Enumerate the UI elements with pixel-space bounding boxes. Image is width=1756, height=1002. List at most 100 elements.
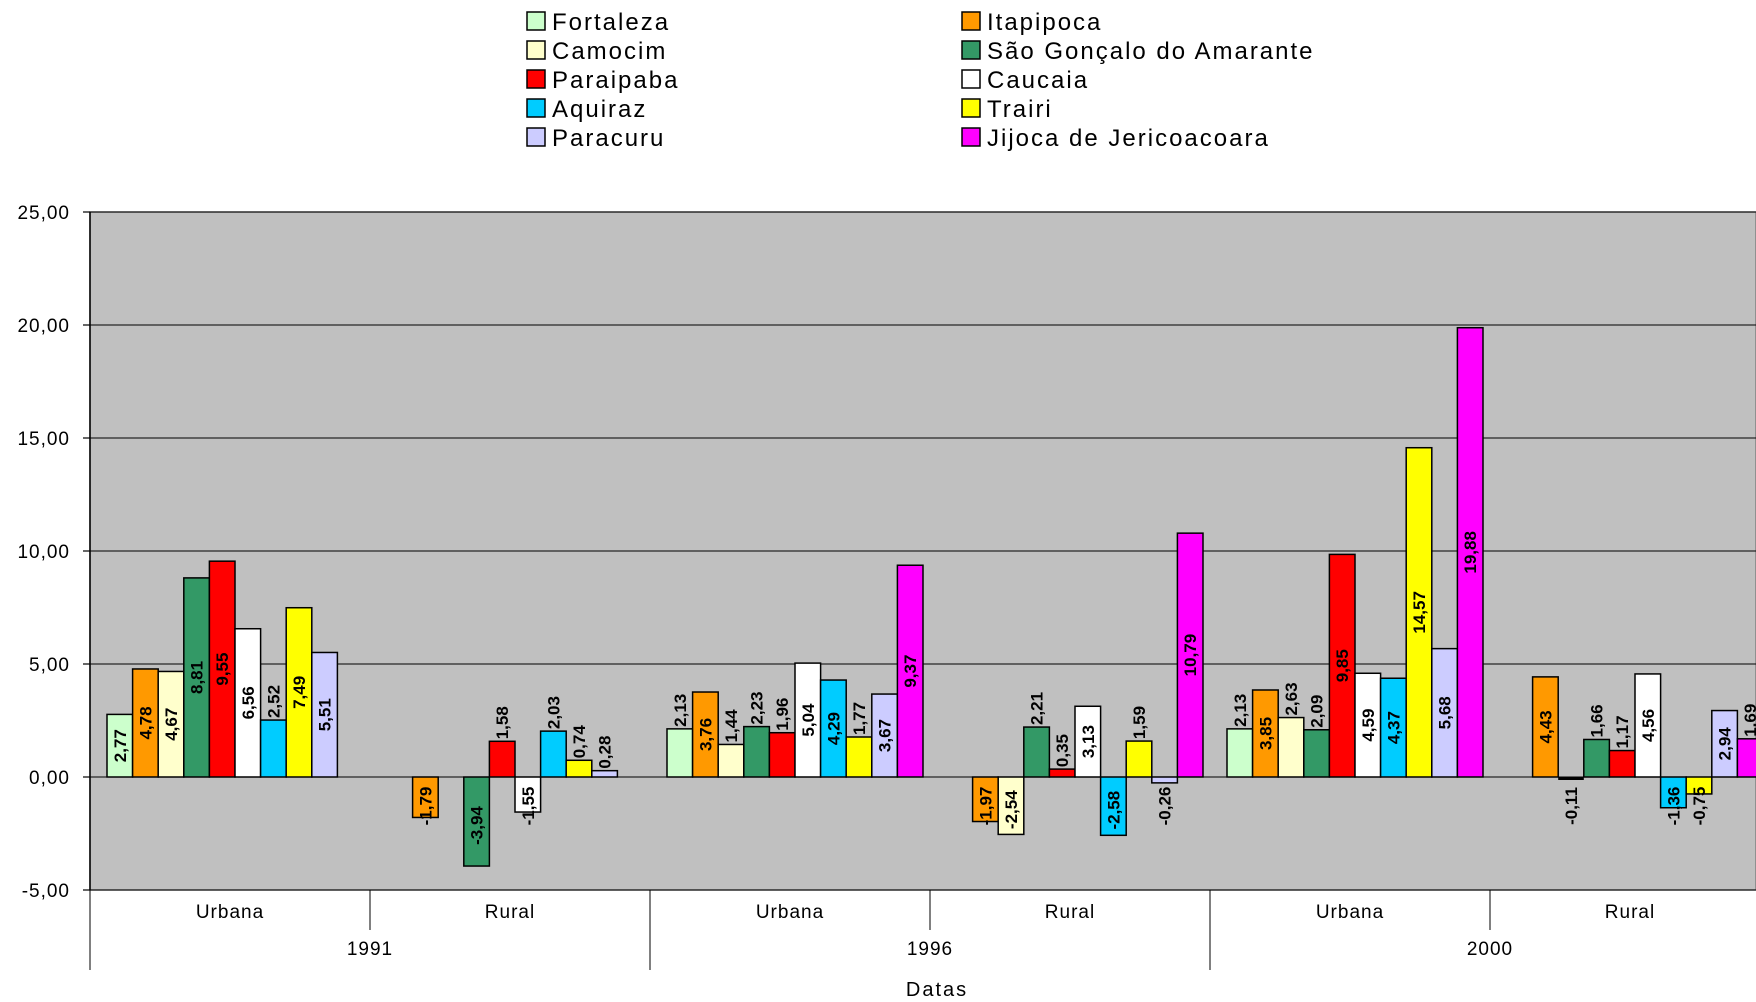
y-tick-label: 0,00 (29, 768, 70, 789)
bar (285, 606, 313, 778)
legend-label: Jijoca de Jericoacoara (987, 125, 1270, 152)
x-category-label: Urbana (756, 902, 824, 923)
data-label: 6,56 (239, 686, 258, 719)
y-axis-tick-labels: 25,00 20,00 15,00 10,00 5,00 0,00 -5,00 (17, 203, 70, 902)
x-axis-title: Datas (906, 979, 968, 1001)
data-label: 14,57 (1410, 591, 1429, 634)
bar (208, 560, 236, 778)
y-tick-label: -5,00 (22, 881, 70, 902)
data-label: 4,59 (1359, 709, 1378, 742)
bar (743, 725, 771, 778)
bar (871, 693, 899, 778)
data-label: 0,28 (596, 736, 615, 769)
bar (1151, 776, 1179, 784)
data-label: 4,43 (1536, 710, 1555, 743)
bar (1736, 738, 1756, 778)
legend: Fortaleza Itapipoca Camocim São Gonçalo do … (526, 9, 1315, 152)
legend-swatch (961, 11, 981, 31)
legend-label: Caucaia (987, 67, 1089, 94)
legend-swatch (526, 11, 546, 31)
y-tick-label: 20,00 (17, 316, 70, 337)
data-label: 10,79 (1181, 634, 1200, 677)
bar (794, 662, 822, 778)
bar (717, 743, 745, 778)
data-label: -1,79 (416, 787, 435, 826)
data-label: 2,94 (1716, 727, 1735, 761)
bar (1048, 768, 1076, 778)
x-year-label: 1991 (347, 939, 393, 960)
bars (106, 326, 1756, 867)
y-tick-label: 15,00 (17, 429, 70, 450)
bar (591, 769, 619, 778)
bar (234, 627, 262, 778)
data-label: 4,67 (162, 708, 181, 741)
data-label: 2,52 (264, 685, 283, 718)
axes (83, 211, 1491, 970)
data-label: 2,03 (544, 696, 563, 729)
bar (1125, 740, 1153, 778)
y-tick-label: 10,00 (17, 542, 70, 563)
data-label: -0,75 (1690, 787, 1709, 826)
legend-label: Camocim (552, 38, 667, 65)
data-label: 4,29 (824, 712, 843, 745)
data-label: 2,09 (1308, 695, 1327, 728)
data-label: -3,94 (468, 806, 487, 845)
data-label: 8,81 (188, 661, 207, 694)
legend-label: Aquiraz (552, 96, 647, 123)
data-label: 1,96 (773, 698, 792, 731)
legend-label: Itapipoca (987, 9, 1102, 36)
bar (259, 719, 287, 778)
x-category-label: Urbana (1316, 902, 1384, 923)
legend-swatch (526, 98, 546, 118)
data-label: 3,13 (1079, 725, 1098, 758)
legend-swatch (961, 98, 981, 118)
x-category-label: Urbana (196, 902, 264, 923)
x-axis-category-labels: Urbana Rural Urbana Rural Urbana Rural 1991 199… (196, 902, 1654, 960)
bar (1099, 776, 1127, 837)
bar (1074, 705, 1102, 778)
bar (997, 776, 1025, 836)
legend-swatch (526, 69, 546, 89)
data-label: 9,85 (1333, 649, 1352, 682)
data-label: 5,04 (799, 703, 818, 737)
data-label: 1,44 (722, 709, 741, 743)
bar (1431, 647, 1459, 778)
legend-swatch (526, 127, 546, 147)
legend-item: Camocim (526, 38, 667, 65)
legend-item: São Gonçalo do Amarante (961, 38, 1315, 65)
data-label: 3,85 (1256, 717, 1275, 750)
bar (1456, 326, 1484, 778)
data-label: -0,11 (1562, 787, 1581, 825)
data-labels: 2,77 2,13 2,13 4,78 -1,79 3,76 -1,97 3,85 4,43 4,… (111, 531, 1756, 845)
legend-label: Fortaleza (552, 9, 670, 36)
legend-swatch (961, 40, 981, 60)
data-label: 0,74 (570, 725, 589, 759)
bar (1531, 676, 1559, 778)
bar (1659, 776, 1687, 809)
bar (1328, 553, 1356, 778)
data-label: -1,36 (1664, 787, 1683, 826)
bar (311, 651, 339, 778)
y-tick-label: 25,00 (17, 203, 70, 224)
data-label: 2,77 (111, 729, 130, 762)
bar (463, 776, 491, 867)
data-label: 2,13 (671, 694, 690, 727)
data-label: 5,68 (1436, 696, 1455, 729)
legend-label: São Gonçalo do Amarante (987, 38, 1315, 65)
bar (971, 776, 999, 823)
bar (565, 759, 593, 778)
data-label: 2,63 (1282, 682, 1301, 715)
bar (845, 736, 873, 778)
legend-item: Trairi (961, 96, 1051, 123)
bar (514, 776, 542, 813)
legend-swatch (526, 40, 546, 60)
bar (131, 668, 159, 778)
bar (768, 731, 796, 778)
data-label: 1,17 (1613, 715, 1632, 748)
bar (488, 740, 516, 778)
bar (1405, 446, 1433, 778)
legend-label: Paraipaba (552, 67, 679, 94)
bar (896, 564, 924, 778)
data-label: 3,76 (696, 718, 715, 751)
